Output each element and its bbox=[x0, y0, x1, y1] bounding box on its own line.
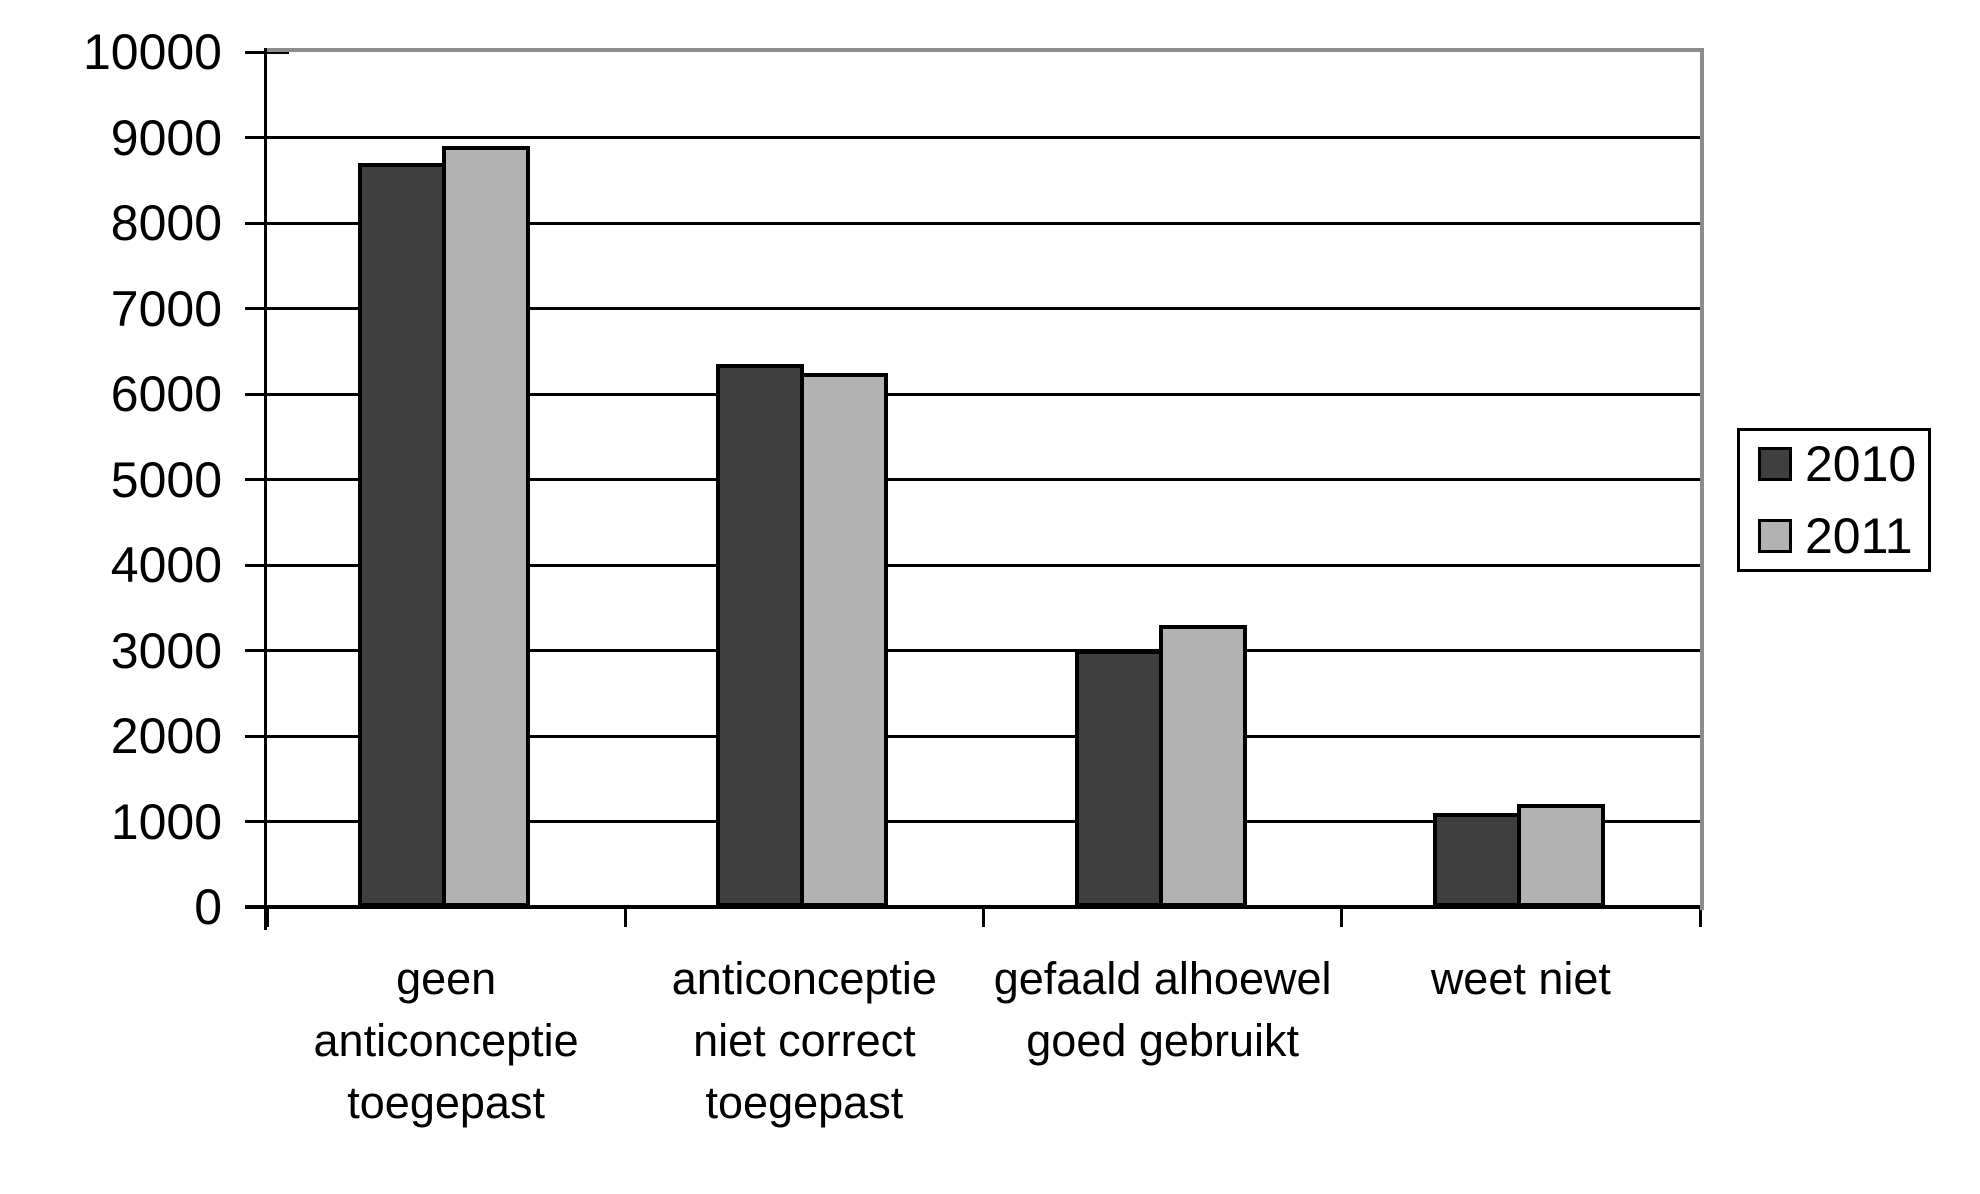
bar-2011-category-4 bbox=[1516, 804, 1605, 907]
category-label-4: weet niet bbox=[1430, 953, 1611, 1004]
category-label-3: gefaald alhoewel goed gebruikt bbox=[993, 953, 1332, 1066]
y-tick-10000 bbox=[245, 50, 289, 54]
gridline-2000 bbox=[267, 734, 1700, 738]
y-tick-6000 bbox=[245, 392, 289, 396]
legend-box: 2010 2011 bbox=[1737, 428, 1931, 572]
legend-swatch-2010 bbox=[1758, 447, 1792, 481]
y-tick-8000 bbox=[245, 221, 289, 225]
bar-2011-category-3 bbox=[1158, 625, 1247, 907]
y-tick-label-9000: 9000 bbox=[110, 109, 222, 166]
y-tick-label-10000: 10000 bbox=[82, 24, 222, 80]
legend-label-2011: 2011 bbox=[1805, 508, 1913, 564]
gridline-9000 bbox=[267, 136, 1700, 139]
x-tick-2 bbox=[982, 908, 985, 927]
category-label-2: anticonceptie niet correct toegepast bbox=[671, 953, 937, 1128]
y-tick-label-6000: 6000 bbox=[110, 366, 222, 422]
y-tick-label-8000: 8000 bbox=[110, 195, 222, 251]
plot-border-right bbox=[1700, 48, 1704, 910]
y-tick-label-7000: 7000 bbox=[110, 280, 222, 337]
y-tick-5000 bbox=[245, 478, 289, 481]
legend-swatch-2011 bbox=[1758, 519, 1792, 553]
bar-2010-category-2 bbox=[716, 364, 805, 907]
y-tick-label-1000: 1000 bbox=[110, 793, 222, 850]
x-tick-3 bbox=[1340, 908, 1344, 927]
gridline-5000 bbox=[267, 478, 1700, 481]
gridline-6000 bbox=[267, 392, 1700, 396]
legend-label-2010: 2010 bbox=[1805, 436, 1917, 492]
y-tick-label-4000: 4000 bbox=[110, 537, 222, 593]
y-tick-label-3000: 3000 bbox=[110, 622, 222, 679]
bar-2010-category-1 bbox=[358, 163, 447, 907]
bar-2011-category-2 bbox=[800, 373, 889, 907]
gridline-4000 bbox=[267, 563, 1700, 567]
gridline-1000 bbox=[267, 820, 1700, 823]
y-tick-label-0: 0 bbox=[194, 879, 222, 935]
y-tick-2000 bbox=[245, 734, 289, 738]
y-tick-9000 bbox=[245, 136, 289, 139]
y-axis-line bbox=[264, 48, 267, 930]
y-tick-label-2000: 2000 bbox=[110, 708, 222, 764]
x-tick-0 bbox=[265, 908, 269, 927]
gridline-7000 bbox=[267, 307, 1700, 310]
gridline-8000 bbox=[267, 221, 1700, 225]
y-tick-4000 bbox=[245, 563, 289, 567]
y-tick-1000 bbox=[245, 820, 289, 823]
bar-2011-category-1 bbox=[442, 146, 531, 907]
y-tick-label-5000: 5000 bbox=[110, 451, 222, 508]
legend-item-2011: 2011 bbox=[1758, 511, 1928, 561]
legend-item-2010: 2010 bbox=[1758, 439, 1928, 489]
x-tick-1 bbox=[623, 908, 627, 927]
plot-area bbox=[267, 52, 1700, 907]
y-tick-7000 bbox=[245, 307, 289, 310]
gridline-3000 bbox=[267, 649, 1700, 652]
bar-2010-category-4 bbox=[1432, 813, 1521, 907]
x-tick-4 bbox=[1698, 908, 1702, 927]
x-axis-line bbox=[245, 905, 1700, 909]
y-tick-3000 bbox=[245, 649, 289, 652]
plot-border-top bbox=[267, 48, 1704, 52]
bar-2010-category-3 bbox=[1074, 650, 1163, 907]
category-label-1: geen anticonceptie toegepast bbox=[313, 953, 579, 1128]
